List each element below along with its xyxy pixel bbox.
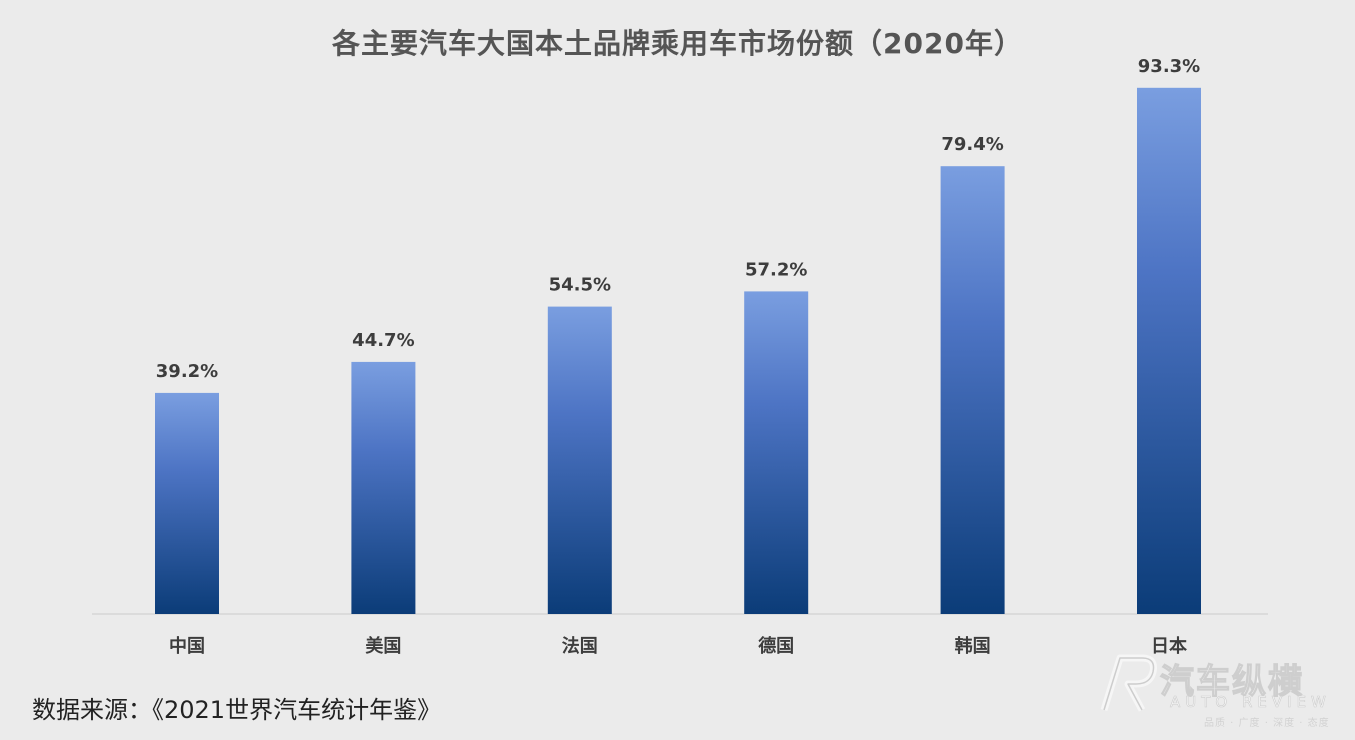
bar-2 [351, 361, 416, 614]
value-label-1: 39.2% [156, 361, 218, 382]
bars-group: 39.2% 中国 44.7% 美国 54.5% 法国 57.2% 德国 79.4% 韩国 93.3%… [155, 56, 1201, 657]
bar-4 [744, 291, 809, 614]
category-label-2: 美国 [365, 635, 401, 657]
auto-review-logo-icon [1100, 654, 1157, 712]
value-label-3: 54.5% [549, 275, 611, 296]
bar-3 [547, 306, 612, 614]
bar-5 [940, 166, 1005, 614]
watermark-title: 汽车纵横 [1159, 661, 1304, 702]
category-label-6: 日本 [1151, 635, 1187, 657]
watermark-subtitle: AUTO REVIEW [1170, 693, 1331, 712]
value-label-4: 57.2% [745, 259, 807, 280]
category-label-3: 法国 [562, 635, 598, 657]
category-label-1: 中国 [169, 635, 205, 657]
category-label-4: 德国 [758, 635, 794, 657]
watermark-tagline: 品质 · 广度 · 深度 · 态度 [1204, 718, 1330, 729]
bar-6 [1137, 87, 1201, 615]
auto-review-watermark: 汽车纵横 AUTO REVIEW 品质 · 广度 · 深度 · 态度 [1098, 652, 1334, 732]
source-note: 数据来源：《2021世界汽车统计年鉴》 [32, 696, 442, 724]
value-label-2: 44.7% [352, 330, 414, 351]
bar-1 [155, 392, 219, 614]
value-label-5: 79.4% [941, 134, 1003, 155]
value-label-6: 93.3% [1138, 56, 1200, 77]
category-label-5: 韩国 [955, 635, 991, 657]
chart-title: 各主要汽车大国本土品牌乘用车市场份额（2020年） [332, 27, 1023, 60]
